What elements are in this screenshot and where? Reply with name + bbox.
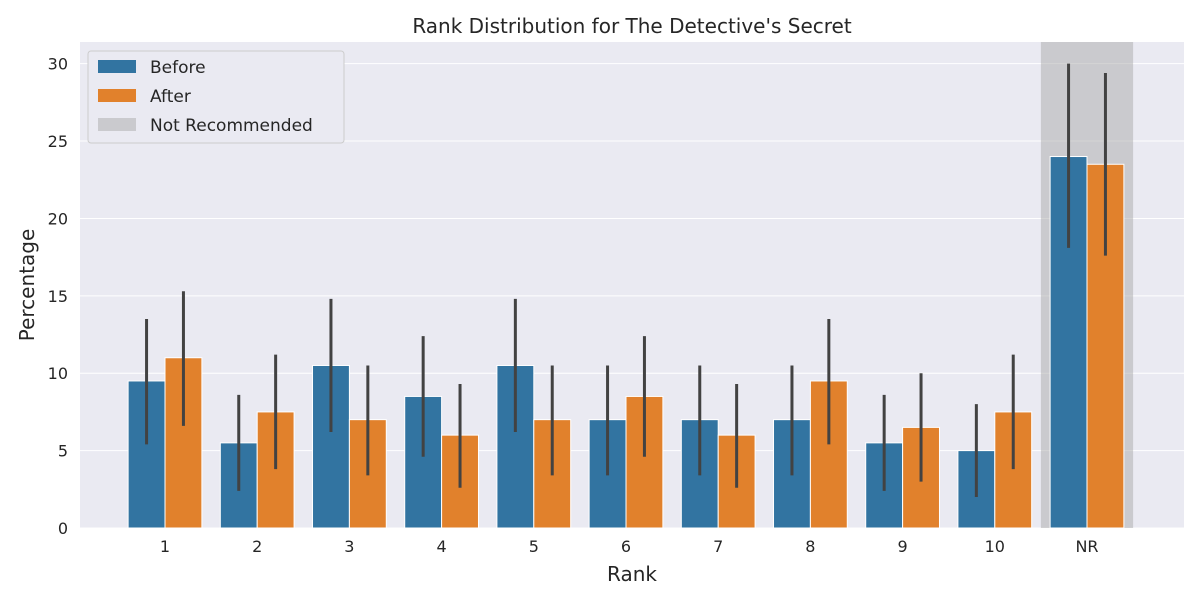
y-tick-label: 15 xyxy=(48,287,68,306)
y-tick-label: 20 xyxy=(48,209,68,228)
y-axis-title: Percentage xyxy=(15,229,39,342)
legend-label-not-recommended: Not Recommended xyxy=(150,116,313,136)
x-tick-label: 4 xyxy=(437,537,447,556)
x-tick-label: 1 xyxy=(160,537,170,556)
chart-title: Rank Distribution for The Detective's Se… xyxy=(412,14,852,38)
x-tick-label: NR xyxy=(1075,537,1098,556)
x-axis-title: Rank xyxy=(607,562,657,586)
legend-swatch-not-recommended xyxy=(98,118,136,131)
x-tick-label: 5 xyxy=(529,537,539,556)
x-tick-label: 10 xyxy=(985,537,1005,556)
x-tick-label: 9 xyxy=(898,537,908,556)
x-tick-label: 6 xyxy=(621,537,631,556)
y-tick-label: 30 xyxy=(48,55,68,74)
legend-label-before: Before xyxy=(150,58,206,78)
y-tick-label: 5 xyxy=(58,442,68,461)
legend-swatch-before xyxy=(98,60,136,73)
y-tick-labels: 0 5 10 15 20 25 30 xyxy=(48,55,68,538)
x-tick-label: 2 xyxy=(252,537,262,556)
y-tick-label: 25 xyxy=(48,132,68,151)
x-tick-label: 8 xyxy=(805,537,815,556)
x-tick-labels: 1 2 3 4 5 6 7 8 9 10 NR xyxy=(160,537,1099,556)
error-bars xyxy=(145,63,1107,498)
y-tick-label: 10 xyxy=(48,364,68,383)
legend-label-after: After xyxy=(150,87,191,107)
legend-swatch-after xyxy=(98,89,136,102)
x-tick-label: 3 xyxy=(344,537,354,556)
y-tick-label: 0 xyxy=(58,519,68,538)
legend-box xyxy=(87,50,345,144)
x-tick-label: 7 xyxy=(713,537,723,556)
legend: Before After Not Recommended xyxy=(87,50,345,144)
